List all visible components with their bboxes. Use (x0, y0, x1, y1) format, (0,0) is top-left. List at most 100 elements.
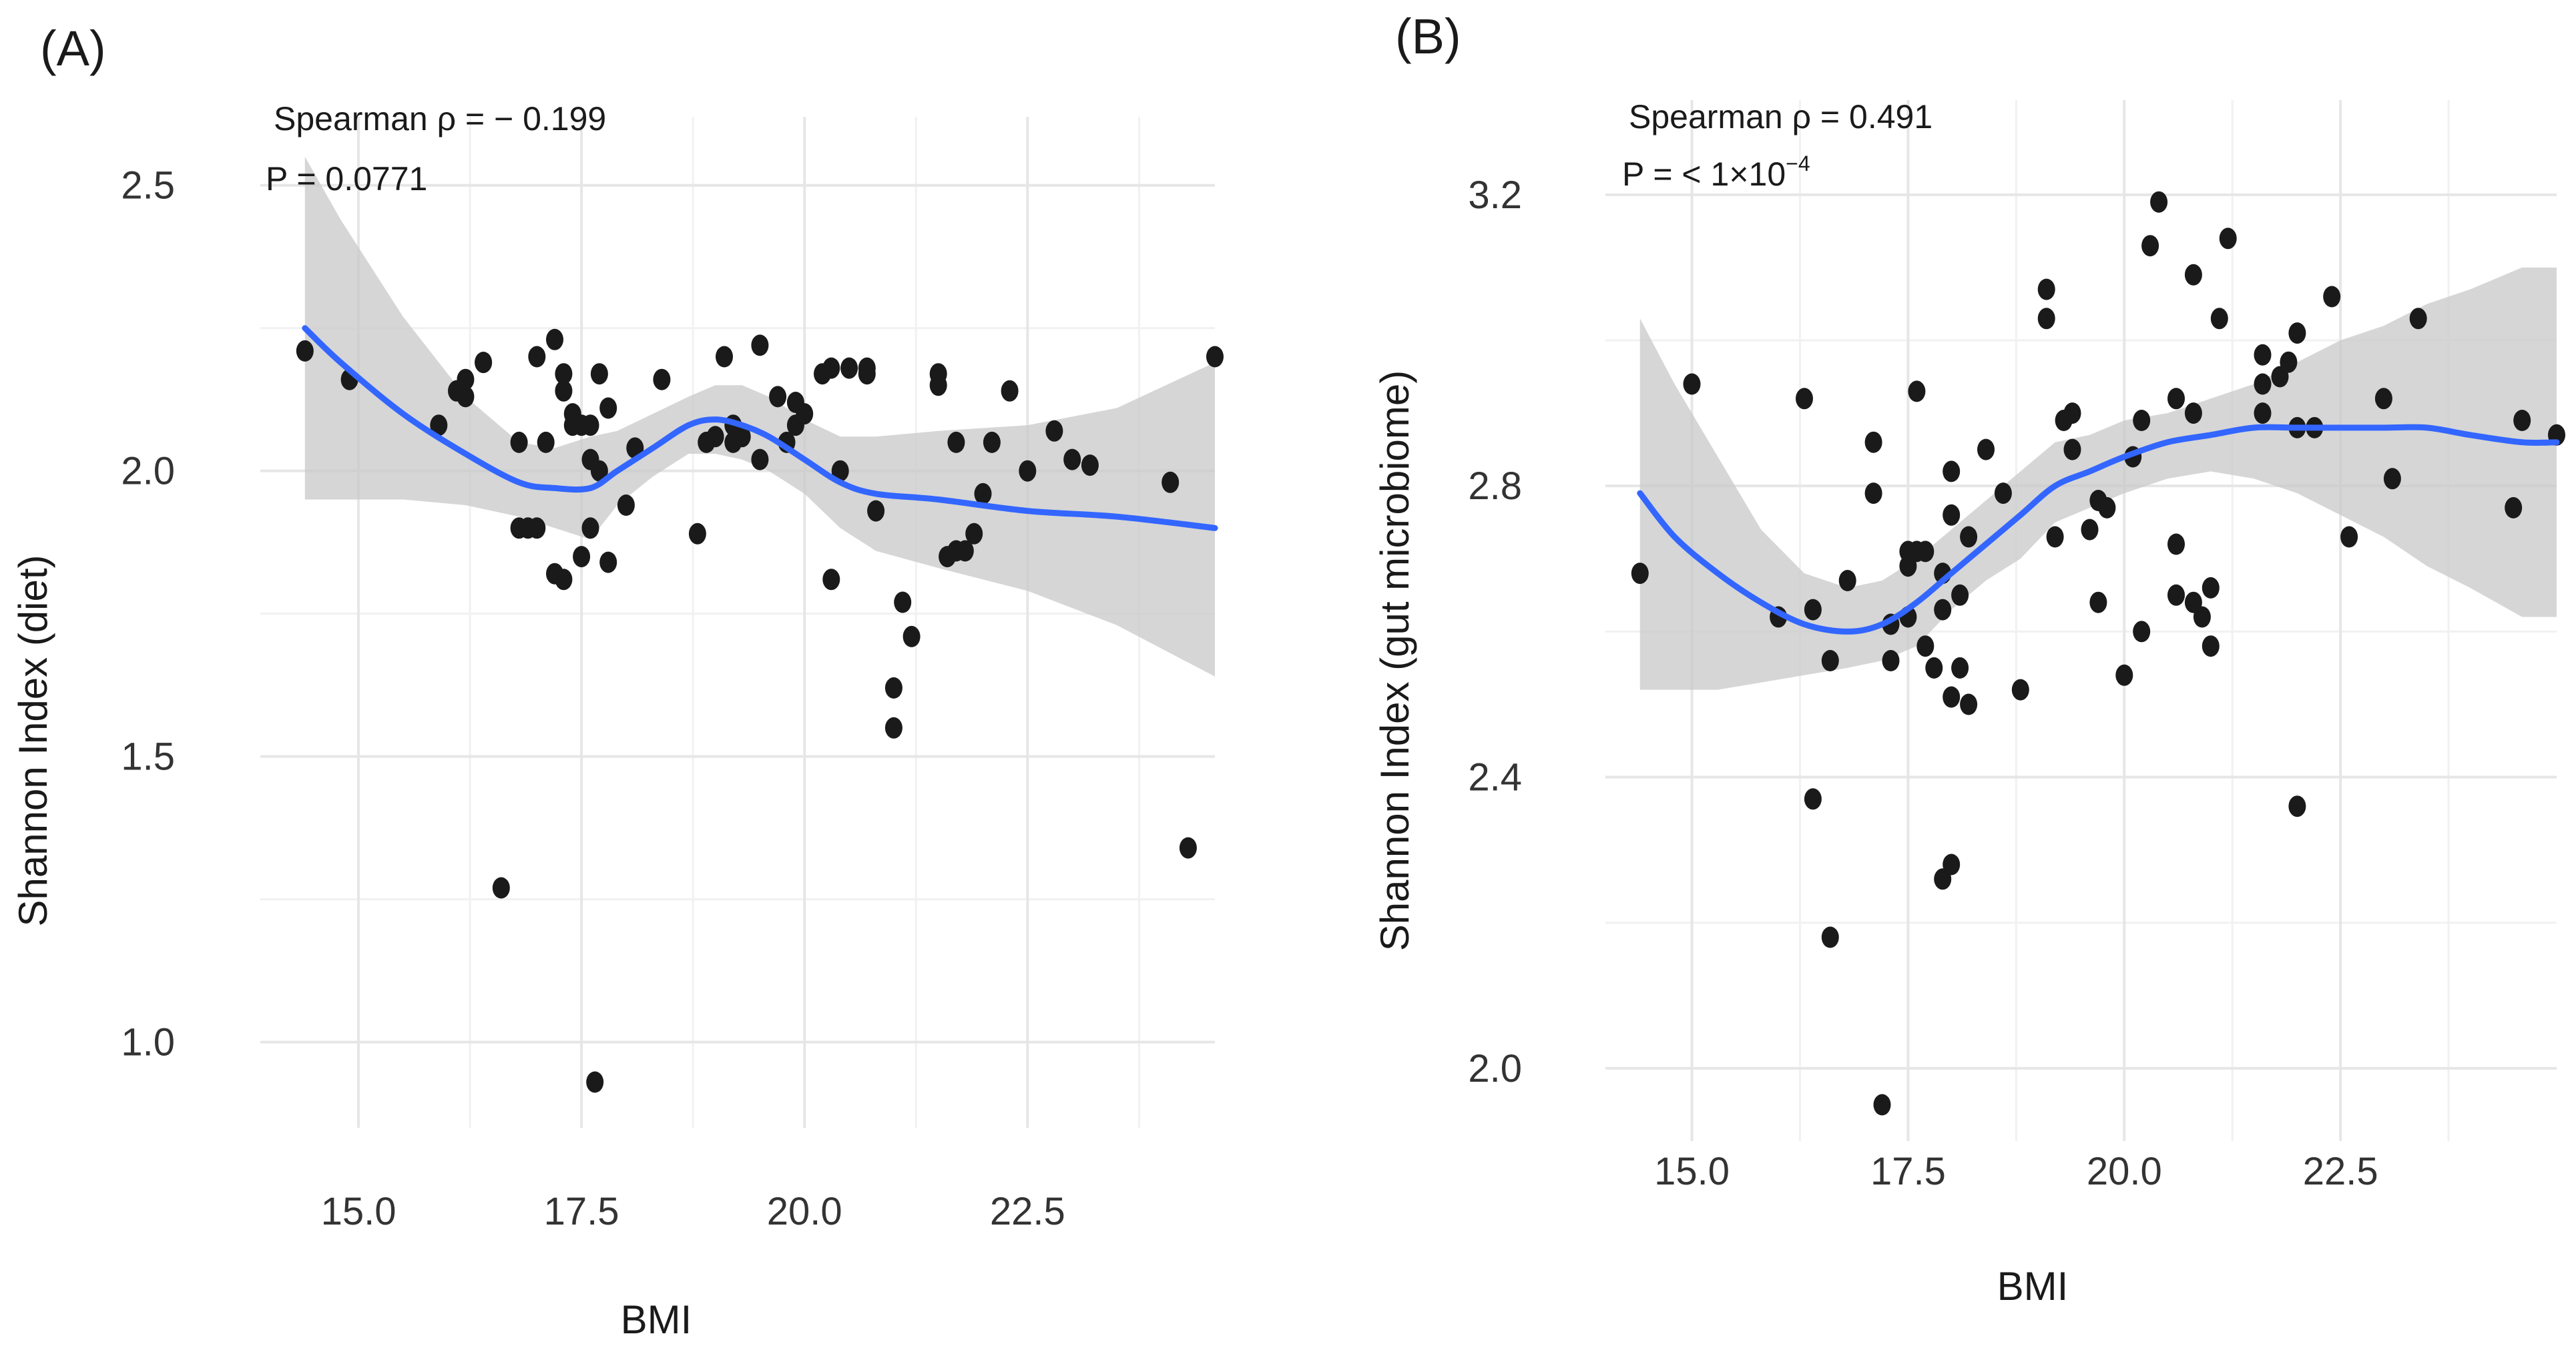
panel-a-data-point-23 (573, 546, 591, 568)
panel-a-data-point-76 (1179, 837, 1197, 859)
panel-b-data-point-0 (1631, 563, 1649, 585)
panel-a-confidence-band-area (304, 156, 1215, 677)
panel-b-data-point-40 (2063, 402, 2081, 424)
panel-b-data-point-67 (2280, 351, 2298, 373)
panel-a-data-point-29 (590, 460, 608, 482)
panel-a-data-point-68 (974, 482, 992, 504)
panel-a-data-point-50 (822, 357, 840, 379)
panel-b-data-point-5 (1804, 599, 1822, 621)
panel-a-data-point-8 (492, 877, 510, 899)
panel-b-data-point-35 (2011, 679, 2029, 701)
panel-b-data-point-51 (2150, 191, 2168, 213)
panel-a-data-point-51 (822, 569, 840, 591)
panel-a-data-point-43 (751, 334, 769, 356)
panel-b-data-point-49 (2133, 410, 2151, 431)
panel-a-x-ticks: 15.0 17.5 20.0 22.5 (321, 1190, 1065, 1233)
panel-b-data-point-69 (2288, 322, 2306, 344)
panel-b-data-point-30 (1951, 584, 1969, 606)
panel-b-data-point-61 (2210, 308, 2228, 330)
panel-a-grid (260, 117, 1215, 1128)
panel-a-x-tick-label-2: 20.0 (767, 1190, 842, 1233)
panel-b-y-tick-label-2: 2.8 (1468, 464, 1522, 508)
panel-b-data-point-45 (2098, 496, 2116, 519)
panel-a-data-point-34 (653, 368, 671, 390)
panel-a-data-point-62 (929, 374, 947, 396)
panel-b-data-point-24 (1934, 599, 1952, 621)
panel-b-data-point-8 (1838, 570, 1856, 591)
panel-b-data-point-60 (2202, 635, 2220, 657)
panel-a-data-point-56 (867, 500, 885, 522)
panel-b-data-point-1 (1683, 373, 1701, 395)
panel-a-data-point-35 (688, 523, 706, 545)
panel-b-data-point-55 (2184, 402, 2202, 424)
panel-b-data-point-53 (2167, 533, 2185, 555)
panel-a-spearman-annotation: Spearman ρ = − 0.199 (274, 100, 606, 137)
panel-b-data-point-77 (2505, 496, 2523, 519)
panel-a-data-point-60 (903, 625, 921, 647)
panel-b-points (1631, 191, 2565, 1116)
panel-a-x-tick-label-1: 17.5 (544, 1190, 619, 1233)
panel-b-data-point-62 (2219, 228, 2237, 250)
panel-a-y-ticks: 1.0 1.5 2.0 2.5 (121, 164, 175, 1064)
panel-b: (B) 15.0 17.5 20.0 22.5 2.0 2.4 2.8 3.2 BMI Sh… (1372, 9, 2565, 1309)
panel-b-data-point-52 (2167, 388, 2185, 410)
panel-b-data-point-65 (2254, 344, 2272, 366)
panel-a-y-tick-label-0: 1.0 (121, 1021, 175, 1064)
panel-b-data-point-57 (2184, 264, 2202, 286)
panel-a-data-point-53 (840, 357, 858, 379)
panel-a-data-point-4 (457, 368, 475, 390)
panel-a-data-point-31 (599, 551, 617, 573)
panel-b-data-point-3 (1796, 388, 1813, 410)
panel-b-data-point-43 (2089, 591, 2107, 613)
panel-b-data-point-37 (2037, 308, 2055, 330)
panel-b-data-point-76 (2409, 308, 2427, 330)
panel-a-data-point-0 (296, 340, 314, 362)
panel-a-data-point-27 (586, 1071, 604, 1093)
panel-b-data-point-4 (1804, 788, 1822, 810)
panel-a-x-tick-label-3: 22.5 (990, 1190, 1065, 1233)
panel-a-data-point-52 (831, 460, 849, 482)
panel-b-data-point-58 (2193, 606, 2211, 628)
panel-b-data-point-6 (1821, 926, 1839, 948)
panel-b-y-ticks: 2.0 2.4 2.8 3.2 (1468, 174, 1522, 1090)
panel-a-data-point-26 (581, 517, 599, 539)
panel-b-data-point-10 (1864, 482, 1882, 504)
panel-b-p-value-exponent: −4 (1786, 151, 1810, 176)
panel-a-data-point-74 (1081, 454, 1099, 476)
panel-a-y-tick-label-1: 1.5 (121, 735, 175, 779)
panel-b-data-point-74 (2374, 388, 2392, 410)
panel-b-x-tick-label-2: 20.0 (2087, 1150, 2162, 1193)
panel-a-data-point-13 (528, 346, 546, 368)
panel-b-data-point-25 (1943, 854, 1961, 876)
panel-b-data-point-75 (2383, 468, 2401, 490)
panel-a-data-point-70 (1001, 380, 1019, 402)
panel-b-y-axis-title: Shannon Index (gut microbiome) (1372, 370, 1417, 951)
panel-b-data-point-72 (2323, 286, 2341, 308)
panel-b-smooth-line (1637, 424, 2560, 635)
panel-a-y-tick-label-3: 2.5 (121, 164, 175, 208)
panel-a-data-point-48 (796, 403, 814, 425)
panel-a-confidence-band (304, 156, 1215, 677)
panel-b-data-point-42 (2081, 519, 2099, 541)
panel-a-data-point-38 (716, 346, 733, 368)
panel-a-data-point-2 (430, 414, 448, 436)
panel-b-data-point-20 (1916, 635, 1935, 657)
panel-a-data-point-44 (769, 386, 787, 408)
panel-a-data-point-77 (1206, 346, 1224, 368)
panel-a-data-point-67 (965, 523, 983, 545)
panel-b-data-point-73 (2340, 526, 2358, 548)
panel-b-x-tick-label-1: 17.5 (1870, 1150, 1946, 1193)
panel-b-data-point-29 (1951, 657, 1969, 679)
panel-a-data-point-69 (983, 431, 1001, 453)
panel-a-data-point-57 (884, 677, 903, 699)
panel-a-data-point-55 (858, 363, 876, 385)
panel-a-data-point-14 (537, 431, 555, 453)
panel-b-data-point-18 (1908, 380, 1926, 402)
panel-b-label: (B) (1395, 9, 1461, 64)
panel-a-data-point-17 (555, 363, 573, 385)
panel-b-confidence-band (1639, 267, 2557, 690)
panel-b-y-tick-label-0: 2.0 (1468, 1047, 1522, 1090)
panel-a-data-point-66 (956, 540, 974, 562)
panel-a-data-point-73 (1063, 448, 1081, 470)
panel-b-data-point-19 (1916, 541, 1935, 563)
